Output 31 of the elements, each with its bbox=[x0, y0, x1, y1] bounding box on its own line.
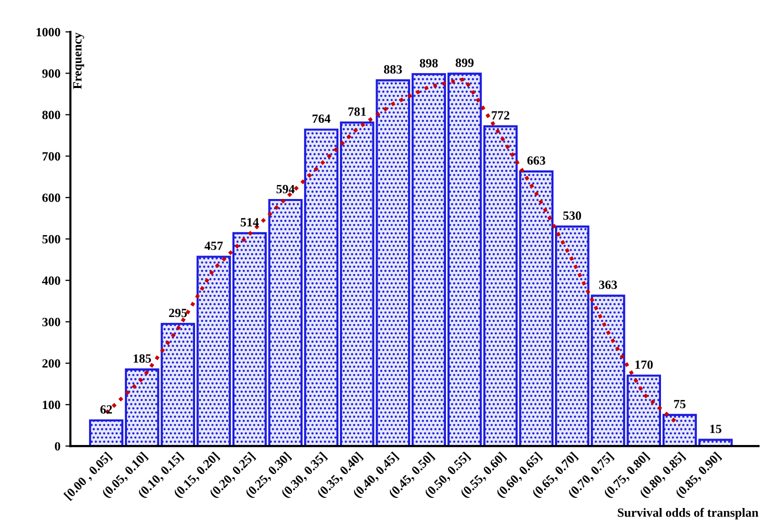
data-label: 185 bbox=[134, 354, 151, 363]
y-axis-title: Frequency bbox=[73, 32, 84, 89]
data-label: 295 bbox=[169, 308, 187, 318]
data-label: 898 bbox=[420, 58, 438, 68]
y-tick-label: 0 bbox=[54, 442, 60, 450]
y-tick-label: 600 bbox=[42, 194, 60, 202]
data-label: 363 bbox=[599, 280, 617, 289]
data-label: 457 bbox=[204, 242, 223, 250]
data-label: 170 bbox=[635, 360, 653, 369]
data-label: 514 bbox=[240, 218, 259, 226]
data-label: 899 bbox=[456, 58, 474, 67]
data-label: 663 bbox=[527, 156, 546, 165]
data-label: 772 bbox=[492, 111, 510, 120]
y-tick-label: 300 bbox=[42, 318, 60, 326]
data-label: 15 bbox=[710, 424, 722, 434]
data-label: 75 bbox=[674, 400, 686, 408]
data-label: 62 bbox=[100, 405, 112, 414]
data-label: 530 bbox=[563, 211, 582, 220]
y-tick-label: 200 bbox=[42, 359, 60, 368]
y-tick-label: 800 bbox=[42, 110, 60, 120]
y-tick-label: 400 bbox=[42, 276, 60, 285]
data-label: 764 bbox=[312, 114, 330, 123]
y-tick-label: 900 bbox=[42, 69, 60, 78]
data-label: 781 bbox=[348, 107, 366, 116]
y-tick-label: 100 bbox=[42, 400, 60, 410]
y-tick-label: 500 bbox=[42, 234, 60, 244]
y-tick-label: 700 bbox=[42, 152, 60, 161]
x-axis-title: Survival odds of transplan bbox=[618, 508, 758, 520]
data-label: 883 bbox=[384, 65, 402, 74]
y-tick-label: 1000 bbox=[36, 28, 60, 36]
data-label: 594 bbox=[276, 184, 295, 194]
